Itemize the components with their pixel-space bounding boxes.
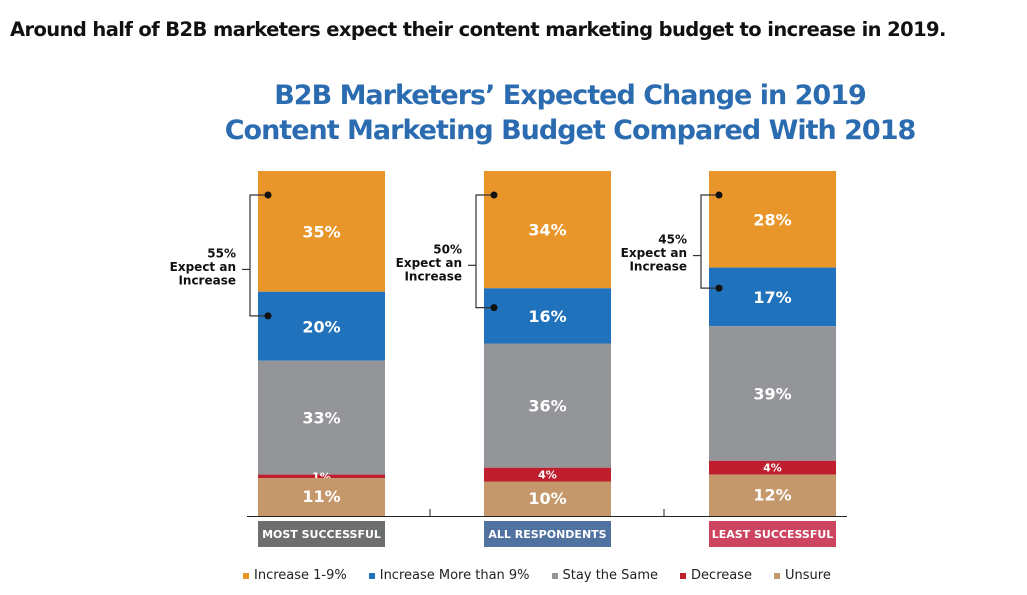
legend-swatch: [368, 572, 375, 579]
legend-item: Increase 1-9%: [243, 568, 347, 583]
legend-item: Decrease: [680, 568, 752, 583]
data-label: 4%: [538, 469, 557, 482]
category-label: LEAST SUCCESSFUL: [712, 528, 834, 541]
data-label: 34%: [528, 221, 566, 240]
bracket-dot: [264, 191, 272, 199]
chart-title-line-2: Content Marketing Budget Compared With 2…: [224, 115, 917, 146]
legend-label: Increase 1-9%: [254, 568, 347, 583]
data-label: 10%: [528, 489, 566, 508]
legend-item: Stay the Same: [551, 568, 659, 583]
data-label: 11%: [302, 487, 340, 506]
bracket-dot: [715, 284, 723, 292]
bar-segment-increase-1-9-: [709, 171, 836, 268]
bracket-line: [700, 194, 719, 289]
legend-swatch: [680, 572, 687, 579]
legend-label: Unsure: [785, 568, 831, 583]
increase-annotation-text: Increase: [629, 260, 687, 274]
increase-annotation-text: Expect an: [621, 246, 687, 260]
bar-segment-stay-the-same: [709, 326, 836, 461]
bar-segment-increase-more-than-9-: [709, 267, 836, 327]
bracket-dot: [264, 312, 272, 320]
legend-label: Decrease: [691, 568, 752, 583]
bar-segment-decrease: [484, 467, 611, 482]
category-label: ALL RESPONDENTS: [488, 528, 606, 541]
data-label: 39%: [753, 385, 791, 404]
increase-annotation-text: 45%: [658, 233, 687, 247]
bar-segment-stay-the-same: [258, 360, 385, 475]
bar-segment-increase-more-than-9-: [258, 291, 385, 361]
increase-annotation-text: Expect an: [396, 256, 462, 270]
legend: Increase 1-9% Increase More than 9% Stay t…: [243, 568, 831, 583]
category-label-box: [484, 521, 611, 547]
data-label: 17%: [753, 288, 791, 307]
increase-annotation-text: 55%: [207, 246, 236, 260]
category-label: MOST SUCCESSFUL: [262, 528, 381, 541]
bracket-line: [475, 194, 494, 309]
data-label: 4%: [763, 462, 782, 475]
bracket-dot: [490, 191, 498, 199]
bar-segment-decrease: [258, 474, 385, 479]
bar-segment-increase-1-9-: [484, 171, 611, 289]
increase-annotation-text: 50%: [433, 242, 462, 256]
headline: Around half of B2B marketers expect thei…: [10, 18, 946, 41]
bar-segment-increase-more-than-9-: [484, 288, 611, 344]
chart-title: B2B Marketers’ Expected Change in 2019 C…: [0, 78, 1027, 148]
legend-label: Increase More than 9%: [379, 568, 530, 583]
legend-label: Stay the Same: [562, 568, 659, 583]
bar-segment-unsure: [709, 474, 836, 516]
legend-swatch: [243, 572, 249, 579]
legend-item: Increase More than 9%: [368, 568, 530, 583]
legend-swatch: [551, 572, 558, 579]
category-label-box: [709, 521, 836, 547]
data-label: 20%: [302, 317, 340, 336]
bracket-line: [249, 194, 268, 317]
bar-segment-decrease: [709, 460, 836, 475]
bar-segment-unsure: [484, 481, 611, 516]
increase-annotation-text: Increase: [178, 273, 236, 287]
increase-annotation-text: Expect an: [170, 260, 236, 274]
bar-segment-increase-1-9-: [258, 171, 385, 292]
bar-segment-stay-the-same: [484, 343, 611, 468]
increase-annotation-text: Increase: [404, 269, 462, 283]
chart-title-line-1: B2B Marketers’ Expected Change in 2019: [274, 80, 867, 111]
data-label: 16%: [528, 307, 566, 326]
data-label: 28%: [753, 210, 791, 229]
legend-item: Unsure: [774, 568, 831, 583]
data-label: 36%: [528, 397, 566, 416]
data-label: 33%: [302, 409, 340, 428]
category-label-box: [258, 521, 385, 547]
data-label: 35%: [302, 222, 340, 241]
legend-swatch: [774, 572, 780, 579]
bar-segment-unsure: [258, 478, 385, 516]
data-label: 12%: [753, 485, 791, 504]
bracket-dot: [490, 304, 498, 312]
bracket-dot: [715, 191, 723, 199]
